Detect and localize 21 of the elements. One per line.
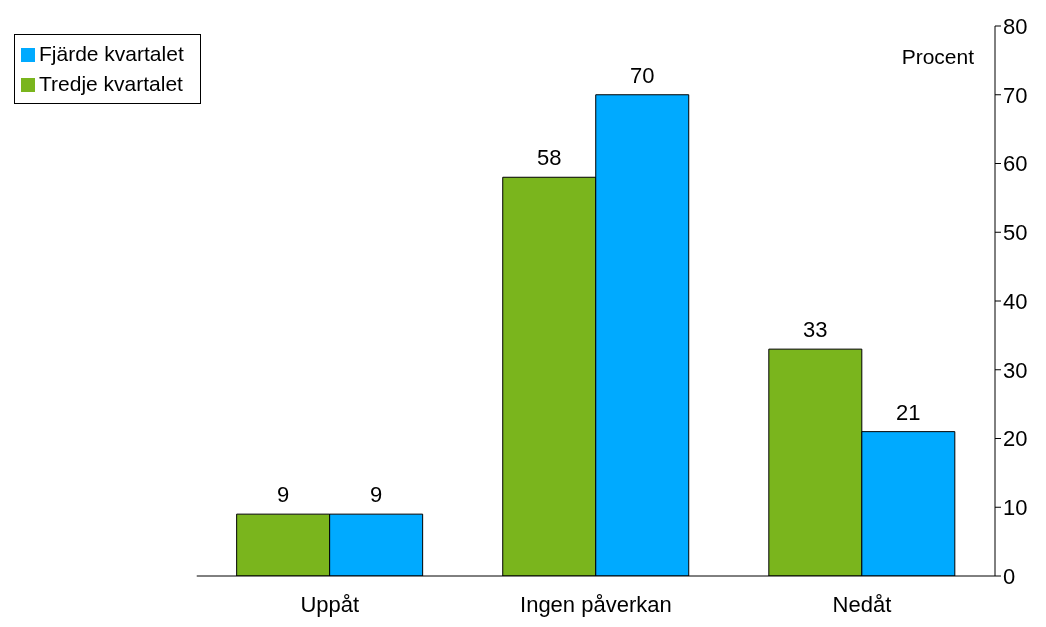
data-label: 33 bbox=[803, 317, 828, 343]
x-tick-label: Ingen påverkan bbox=[520, 591, 672, 617]
data-label: 21 bbox=[896, 399, 921, 425]
legend-label: Fjärde kvartalet bbox=[39, 42, 184, 65]
y-tick-label: 40 bbox=[1003, 288, 1028, 314]
y-tick-label: 50 bbox=[1003, 220, 1028, 246]
y-tick-label: 10 bbox=[1003, 495, 1028, 521]
y-tick-label: 30 bbox=[1003, 357, 1028, 383]
data-label: 9 bbox=[370, 482, 383, 508]
legend-label: Tredje kvartalet bbox=[39, 72, 183, 95]
y-tick-label: 20 bbox=[1003, 426, 1028, 452]
data-label: 9 bbox=[277, 482, 290, 508]
y-tick-label: 60 bbox=[1003, 151, 1028, 177]
y-tick-label: 0 bbox=[1003, 563, 1016, 589]
y-tick-label: 70 bbox=[1003, 82, 1028, 108]
x-tick-label: Nedåt bbox=[832, 591, 892, 617]
x-tick-label: Uppåt bbox=[300, 591, 360, 617]
data-label: 70 bbox=[629, 62, 655, 88]
y-axis-title: Procent bbox=[901, 45, 974, 69]
data-label: 58 bbox=[536, 145, 562, 171]
y-tick-label: 80 bbox=[1003, 13, 1028, 39]
